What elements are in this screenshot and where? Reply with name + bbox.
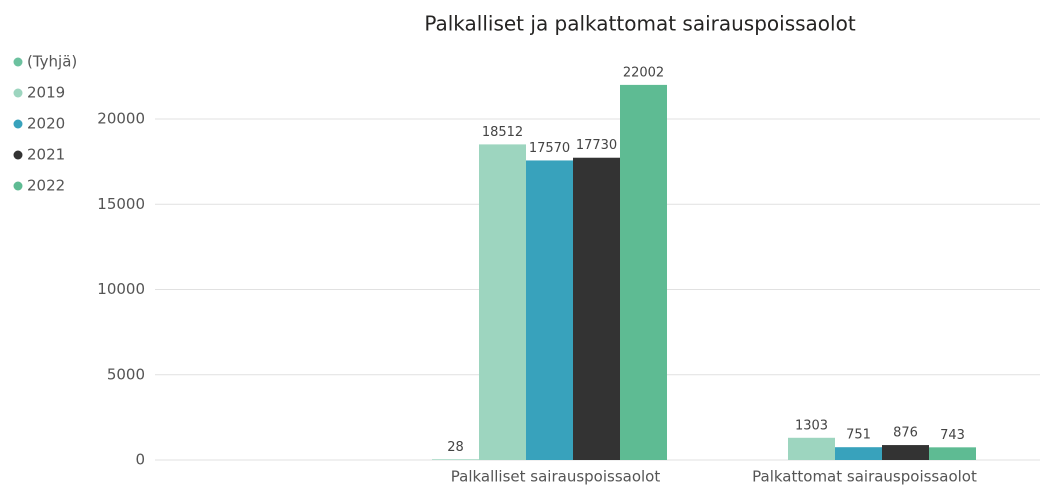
bar	[835, 447, 882, 460]
value-label: 17730	[576, 138, 617, 153]
legend-label: 2021	[27, 146, 65, 164]
bar	[573, 157, 620, 460]
value-label: 18512	[482, 125, 523, 140]
legend-marker	[13, 88, 23, 98]
bar	[929, 447, 976, 460]
legend-label: 2022	[27, 177, 65, 195]
bar	[620, 84, 667, 460]
x-tick-label: Palkalliset sairauspoissaolot	[451, 468, 661, 486]
legend-label: (Tyhjä)	[27, 53, 77, 71]
x-tick-label: Palkattomat sairauspoissaolot	[752, 468, 977, 486]
value-label: 1303	[795, 418, 828, 433]
legend-marker	[13, 181, 23, 191]
y-tick-label: 0	[135, 451, 145, 469]
value-label: 28	[447, 440, 464, 455]
y-tick-label: 5000	[107, 365, 145, 383]
y-tick-label: 15000	[97, 195, 145, 213]
value-label: 751	[846, 428, 871, 443]
value-label: 743	[940, 428, 965, 443]
bar	[788, 437, 835, 460]
legend-label: 2019	[27, 84, 65, 102]
legend-marker	[13, 119, 23, 129]
y-tick-label: 10000	[97, 280, 145, 298]
value-label: 22002	[623, 65, 664, 80]
value-label: 17570	[529, 141, 570, 156]
bar	[526, 160, 573, 460]
bar	[479, 144, 526, 460]
legend-marker	[13, 57, 23, 67]
y-tick-label: 20000	[97, 110, 145, 128]
bar	[882, 445, 929, 460]
legend-marker	[13, 150, 23, 160]
legend-label: 2020	[27, 115, 65, 133]
value-label: 876	[893, 426, 918, 441]
chart-title: Palkalliset ja palkattomat sairauspoissa…	[424, 12, 855, 36]
